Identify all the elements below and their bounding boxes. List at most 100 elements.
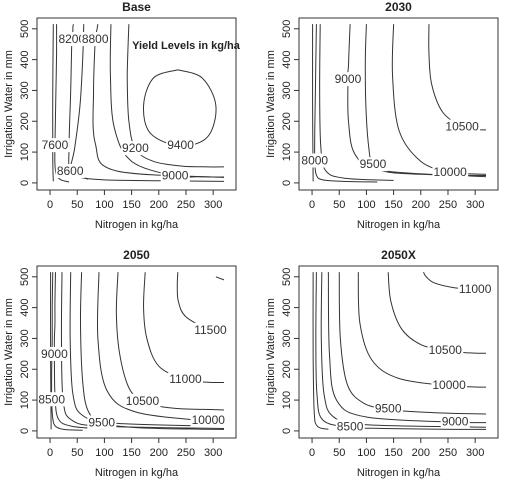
- x-tick-label: 50: [333, 199, 345, 211]
- contour-label: 8500: [38, 392, 65, 406]
- y-axis-label: Irrigation Water in mm: [3, 298, 15, 406]
- y-tick-label: 200: [281, 360, 293, 378]
- contour-label-bg: [300, 153, 330, 168]
- contour-label: 9400: [167, 138, 194, 152]
- contour-label: 9200: [122, 141, 149, 155]
- contour-label-bg: [37, 392, 67, 407]
- contour-label: 11500: [194, 323, 227, 337]
- y-tick-label: 200: [281, 112, 293, 130]
- x-tick-label: 100: [357, 199, 375, 211]
- y-tick-label: 200: [19, 112, 31, 130]
- contour-label-bg: [190, 413, 227, 428]
- contour-label-bg: [431, 378, 468, 393]
- y-tick-label: 400: [281, 298, 293, 316]
- contour-lines: 8500 9000 9500 10000 10500 11000 11500: [37, 272, 229, 431]
- panel-title: Base: [122, 0, 151, 14]
- x-tick-label: 0: [47, 199, 53, 211]
- contour-label-bg: [40, 346, 70, 361]
- contour-label-bg: [358, 157, 388, 172]
- x-tick-label: 100: [95, 199, 113, 211]
- contour-label: 11000: [459, 282, 492, 296]
- panel: 2050X 0 50 100 150 200 250 300 0 100 200 300 400 500 N…: [265, 248, 499, 479]
- panel: Base 0 50 100 150 200 250 300 0 100 200 300 400 500 Ni…: [3, 0, 241, 231]
- plot-frame: [298, 265, 499, 439]
- y-tick-label: 100: [19, 391, 31, 409]
- contour-line: [391, 24, 487, 175]
- plot-frame: [36, 17, 237, 191]
- contour-label: 8800: [82, 32, 109, 46]
- contour-line: [428, 24, 487, 131]
- x-tick-label: 300: [204, 199, 222, 211]
- x-tick-label: 150: [122, 199, 140, 211]
- y-tick-label: 300: [19, 329, 31, 347]
- annotation: Yield Levels in kg/ha: [132, 40, 241, 52]
- contour-label-bg: [168, 372, 203, 387]
- plot-frame: [36, 265, 237, 439]
- contour-label-bg: [373, 401, 403, 416]
- y-tick-label: 100: [281, 143, 293, 161]
- x-tick-label: 100: [95, 447, 113, 459]
- contour-label-bg: [335, 419, 365, 434]
- contour-line: [68, 24, 89, 180]
- contour-label: 10500: [445, 120, 479, 134]
- plot-frame: [298, 17, 499, 191]
- panel: 2050 0 50 100 150 200 250 300 0 100 200 300 400 500 Ni…: [3, 248, 237, 479]
- contour-label-bg: [57, 32, 87, 47]
- x-tick-label: 250: [177, 199, 195, 211]
- contour-label-bg: [80, 32, 110, 47]
- panel-title: 2050X: [381, 248, 416, 262]
- contour-label-bg: [333, 72, 363, 87]
- contour-line: [142, 69, 217, 147]
- contour-label: 10500: [429, 343, 463, 357]
- contour-line: [69, 272, 225, 427]
- x-tick-label: 0: [309, 447, 315, 459]
- contour-label: 11000: [169, 372, 202, 386]
- contour-label: 10000: [432, 378, 466, 392]
- contour-line: [320, 272, 487, 428]
- contour-lines: 8500 9000 9500 10000 10500 11000: [312, 271, 493, 434]
- y-tick-label: 500: [281, 20, 293, 38]
- x-tick-label: 200: [412, 447, 430, 459]
- contour-label-bg: [124, 393, 161, 408]
- contour-label: 8200: [58, 32, 85, 46]
- contour-line: [215, 276, 225, 281]
- panel: 2030 0 50 100 150 200 250 300 0 100 200 300 400 500 Ni…: [265, 0, 499, 231]
- x-tick-label: 0: [47, 447, 53, 459]
- y-tick-label: 100: [281, 391, 293, 409]
- y-tick-label: 0: [281, 180, 293, 186]
- contour-line: [347, 24, 487, 178]
- x-tick-label: 150: [122, 447, 140, 459]
- y-tick-label: 300: [19, 81, 31, 99]
- contour-label: 9500: [88, 415, 115, 429]
- contour-line: [52, 24, 54, 182]
- contour-label-bg: [193, 322, 229, 337]
- y-tick-label: 500: [19, 268, 31, 286]
- contour-label: 10000: [192, 413, 226, 427]
- y-tick-label: 400: [19, 50, 31, 68]
- contour-label-bg: [444, 119, 481, 134]
- x-axis-label: Nitrogen in kg/ha: [95, 219, 179, 231]
- contour-label: 10500: [126, 394, 160, 408]
- x-tick-label: 250: [439, 199, 457, 211]
- x-tick-label: 50: [333, 447, 345, 459]
- contour-label: 8000: [301, 154, 328, 168]
- contour-label-bg: [440, 414, 470, 429]
- x-tick-label: 300: [466, 199, 484, 211]
- contour-label: 9500: [375, 402, 402, 416]
- contour-lines: 7600 8200 8600 8800 9000 9200 9400: [40, 24, 225, 183]
- x-axis-label: Nitrogen in kg/ha: [95, 467, 179, 479]
- contour-label: 9000: [335, 72, 362, 86]
- x-tick-label: 200: [150, 199, 168, 211]
- contour-label-bg: [55, 163, 85, 178]
- contour-label-bg: [432, 165, 469, 180]
- y-tick-label: 0: [281, 428, 293, 434]
- contour-label-bg: [166, 138, 196, 153]
- contour-label-bg: [40, 138, 70, 153]
- contour-label: 8500: [337, 419, 364, 433]
- contour-label-bg: [121, 141, 151, 156]
- contour-label: 9000: [162, 168, 189, 182]
- y-tick-label: 300: [281, 329, 293, 347]
- y-axis-label: Irrigation Water in mm: [265, 50, 277, 158]
